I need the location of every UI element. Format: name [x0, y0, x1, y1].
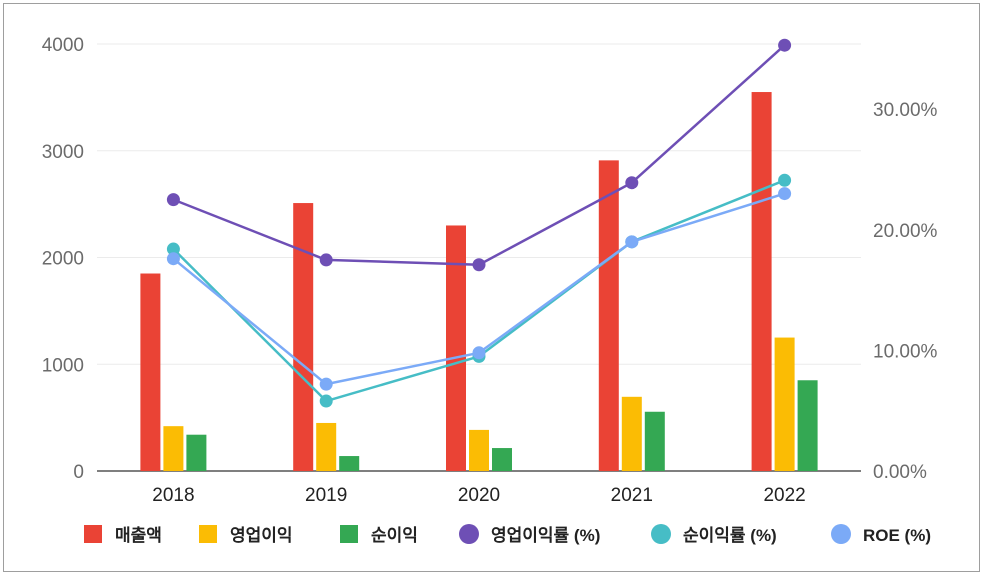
bar	[644, 411, 665, 471]
y-left-tick-label: 1000	[42, 355, 84, 376]
legend-label: 순이익률 (%)	[683, 526, 777, 545]
bar	[492, 448, 512, 471]
legend: 매출액 영업이익 순이익 영업이익률 (%) 순이익률 (%) ROE (%)	[84, 524, 931, 545]
bar	[293, 203, 314, 471]
legend-swatch-square	[84, 525, 102, 543]
y-left-tick-label: 3000	[42, 142, 84, 163]
legend-label: 순이익	[371, 526, 418, 545]
bar	[797, 380, 818, 471]
bar	[163, 426, 184, 471]
bar	[446, 225, 466, 471]
y-right-tick-label: 0.00%	[873, 462, 927, 483]
legend-item: 영업이익	[199, 525, 293, 545]
bar	[598, 160, 619, 472]
bar	[186, 434, 207, 471]
data-point	[166, 242, 180, 256]
data-point	[472, 346, 486, 360]
legend-item: ROE (%)	[831, 524, 931, 545]
data-point	[472, 258, 486, 272]
x-tick-label: 2022	[763, 485, 805, 506]
bar	[469, 429, 489, 471]
bar	[140, 273, 161, 471]
x-tick-label: 2018	[152, 485, 194, 506]
data-point	[319, 377, 333, 391]
data-point	[166, 193, 180, 207]
bar	[316, 422, 337, 471]
legend-swatch-circle	[459, 524, 479, 544]
legend-item: 영업이익률 (%)	[459, 524, 600, 545]
legend-item: 매출액	[84, 525, 162, 545]
data-point	[778, 38, 792, 52]
lines	[166, 38, 792, 408]
legend-swatch-circle	[651, 524, 671, 544]
legend-swatch-square	[340, 525, 358, 543]
series-line	[172, 44, 786, 266]
legend-label: 영업이익	[230, 526, 293, 545]
x-tick-label: 2020	[458, 485, 500, 506]
data-point	[319, 253, 333, 267]
combo-chart: 0 1000 2000 3000 4000 0.00% 10.00% 20.00% 30.00%…	[42, 35, 938, 545]
legend-label: ROE (%)	[863, 526, 931, 545]
bar	[339, 456, 360, 471]
data-point	[625, 235, 639, 249]
legend-item: 순이익	[340, 525, 418, 545]
y-left-tick-label: 4000	[42, 35, 84, 56]
bar	[621, 396, 642, 471]
axes: 0 1000 2000 3000 4000 0.00% 10.00% 20.00% 30.00%…	[42, 35, 938, 506]
legend-swatch-square	[199, 525, 217, 543]
legend-label: 영업이익률 (%)	[491, 526, 600, 545]
bar	[751, 92, 772, 471]
data-point	[319, 394, 333, 408]
chart-frame: 0 1000 2000 3000 4000 0.00% 10.00% 20.00% 30.00%…	[3, 3, 980, 572]
data-point	[625, 176, 639, 190]
y-right-tick-label: 20.00%	[873, 221, 938, 242]
bar	[774, 337, 795, 471]
bars	[140, 92, 818, 472]
data-point	[778, 187, 792, 201]
gridlines	[97, 43, 861, 365]
y-left-tick-label: 0	[73, 462, 84, 483]
legend-item: 순이익률 (%)	[651, 524, 777, 545]
y-right-tick-label: 30.00%	[873, 100, 938, 121]
y-right-tick-label: 10.00%	[873, 341, 938, 362]
y-left-tick-label: 2000	[42, 249, 84, 270]
x-tick-label: 2019	[305, 485, 347, 506]
legend-swatch-circle	[831, 524, 851, 544]
legend-label: 매출액	[115, 526, 162, 545]
data-point	[166, 252, 180, 266]
data-point	[778, 173, 792, 187]
x-tick-label: 2021	[611, 485, 653, 506]
series-line	[172, 179, 786, 403]
